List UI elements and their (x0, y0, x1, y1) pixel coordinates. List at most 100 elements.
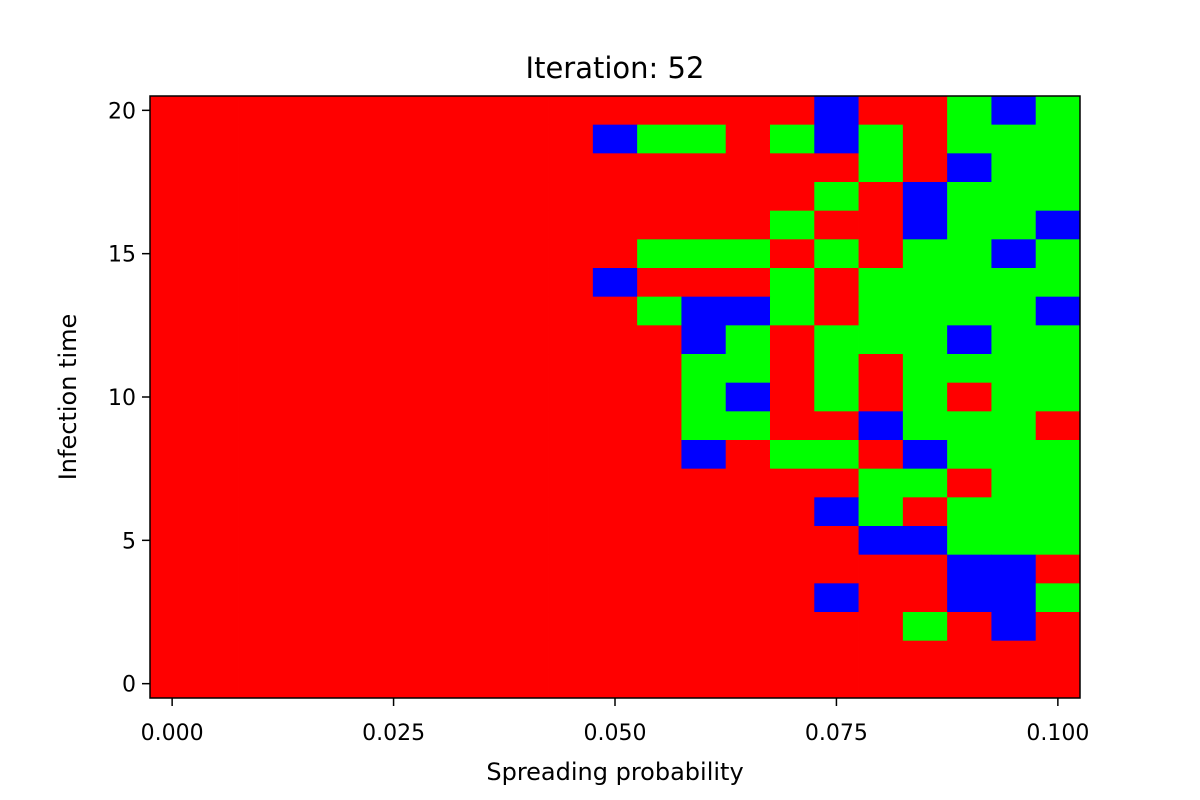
heatmap-cell (592, 210, 638, 240)
heatmap-cell (415, 612, 461, 642)
heatmap-cell (637, 411, 682, 441)
heatmap-cell (282, 296, 328, 326)
heatmap-cell (548, 124, 594, 154)
heatmap-cell (991, 96, 1037, 126)
heatmap-cell (327, 669, 372, 699)
heatmap-cell (858, 382, 904, 412)
heatmap-cell (592, 526, 638, 556)
heatmap-cell (460, 239, 505, 269)
heatmap-cell (548, 497, 594, 527)
heatmap-cell (371, 640, 417, 670)
heatmap-cell (814, 583, 859, 613)
heatmap-cell (150, 411, 195, 441)
heatmap-cell (637, 325, 682, 355)
heatmap-cell (282, 669, 328, 699)
heatmap-cell (371, 239, 417, 269)
heatmap-cell (637, 497, 682, 527)
heatmap-cell (282, 468, 328, 498)
heatmap-cell (725, 583, 771, 613)
heatmap-cell (1035, 325, 1081, 355)
heatmap-cell (725, 325, 771, 355)
y-axis-label: Infection time (54, 314, 82, 481)
heatmap-cell (150, 182, 195, 212)
heatmap-cell (548, 382, 594, 412)
heatmap-cell (282, 124, 328, 154)
heatmap-cell (814, 296, 859, 326)
heatmap-cell (947, 669, 992, 699)
heatmap-cell (770, 468, 815, 498)
heatmap-cell (814, 268, 859, 298)
heatmap-cell (282, 554, 328, 584)
heatmap-cell (282, 210, 328, 240)
heatmap-cell (947, 96, 992, 126)
heatmap-cell (327, 325, 372, 355)
heatmap-cell (770, 239, 815, 269)
heatmap-cell (858, 583, 904, 613)
heatmap-cell (504, 497, 549, 527)
heatmap-cell (902, 182, 948, 212)
heatmap-cell (194, 268, 239, 298)
heatmap-cell (460, 182, 505, 212)
heatmap-cell (725, 124, 771, 154)
heatmap-cell (814, 669, 859, 699)
heatmap-cell (548, 669, 594, 699)
heatmap-cell (725, 640, 771, 670)
heatmap-cell (681, 268, 727, 298)
heatmap-cell (150, 382, 195, 412)
heatmap-cell (371, 296, 417, 326)
heatmap-cells (150, 96, 1081, 699)
heatmap-cell (902, 411, 948, 441)
heatmap-cell (327, 612, 372, 642)
heatmap-cell (1035, 354, 1081, 384)
heatmap-cell (460, 153, 505, 183)
heatmap-cell (814, 325, 859, 355)
heatmap-cell (947, 210, 992, 240)
heatmap-cell (327, 411, 372, 441)
heatmap-cell (150, 497, 195, 527)
heatmap-cell (194, 526, 239, 556)
heatmap-cell (371, 325, 417, 355)
heatmap-cell (814, 96, 859, 126)
heatmap-cell (770, 526, 815, 556)
heatmap-cell (592, 325, 638, 355)
heatmap-cell (327, 583, 372, 613)
heatmap-cell (902, 440, 948, 470)
chart-title: Iteration: 52 (526, 51, 705, 85)
heatmap-cell (194, 296, 239, 326)
heatmap-cell (991, 612, 1037, 642)
heatmap-cell (592, 124, 638, 154)
heatmap-cell (460, 124, 505, 154)
heatmap-cell (947, 526, 992, 556)
heatmap-cell (858, 612, 904, 642)
x-tick-label: 0.100 (1026, 721, 1089, 746)
heatmap-cell (150, 325, 195, 355)
heatmap-cell (637, 440, 682, 470)
heatmap-cell (947, 583, 992, 613)
heatmap-cell (460, 268, 505, 298)
heatmap-cell (991, 497, 1037, 527)
heatmap-cell (327, 153, 372, 183)
heatmap-cell (681, 669, 727, 699)
heatmap-cell (770, 554, 815, 584)
heatmap-cell (460, 296, 505, 326)
heatmap-cell (150, 268, 195, 298)
heatmap-cell (770, 354, 815, 384)
x-tick-label: 0.050 (584, 721, 647, 746)
heatmap-cell (504, 325, 549, 355)
heatmap-cell (637, 669, 682, 699)
heatmap-cell (238, 382, 284, 412)
heatmap-cell (991, 382, 1037, 412)
heatmap-cell (681, 497, 727, 527)
heatmap-cell (592, 411, 638, 441)
heatmap-cell (1035, 382, 1081, 412)
heatmap-cell (327, 296, 372, 326)
heatmap-cell (371, 612, 417, 642)
heatmap-cell (371, 182, 417, 212)
heatmap-cell (504, 640, 549, 670)
heatmap-cell (150, 640, 195, 670)
heatmap-cell (858, 268, 904, 298)
heatmap-cell (415, 411, 461, 441)
heatmap-cell (238, 497, 284, 527)
heatmap-cell (770, 296, 815, 326)
heatmap-cell (902, 96, 948, 126)
